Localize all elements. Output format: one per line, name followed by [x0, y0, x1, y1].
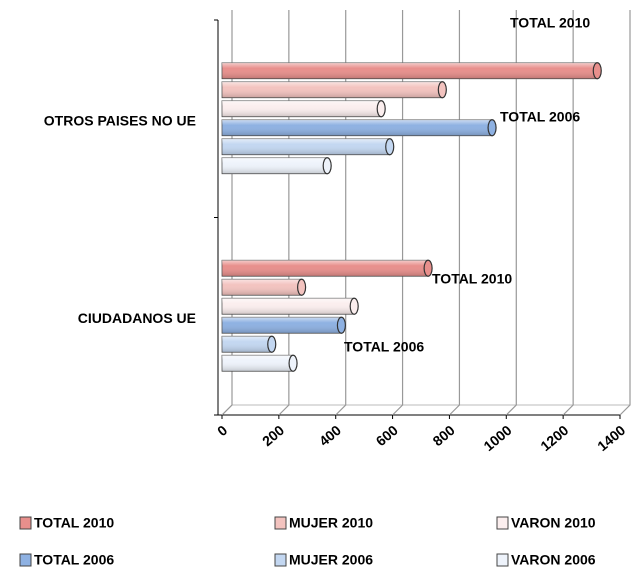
legend-swatch: [19, 553, 32, 567]
annotation: TOTAL 2010: [510, 15, 590, 31]
x-tick-label: 0: [214, 422, 230, 439]
legend-label: MUJER 2010: [289, 515, 373, 531]
legend-swatch: [274, 553, 287, 567]
bar-shade: [222, 336, 272, 353]
legend-swatch: [19, 516, 32, 530]
grid-line: [449, 10, 461, 416]
bars: [221, 62, 602, 372]
grid-line: [562, 10, 574, 416]
bar-cap: [267, 335, 277, 353]
bar-cap: [322, 157, 332, 175]
grid-line: [392, 10, 404, 416]
x-tick-label: 400: [316, 422, 344, 449]
bar-shade: [222, 298, 355, 315]
bar-shade: [222, 260, 429, 277]
x-tick-label: 800: [430, 422, 458, 449]
bar-shade: [222, 138, 390, 155]
grid-line: [505, 10, 517, 416]
x-tick-label: 1200: [537, 422, 571, 454]
grid: [214, 10, 631, 419]
bar-cap: [288, 354, 298, 372]
bar-cap: [385, 138, 395, 156]
bar-shade: [222, 317, 342, 334]
legend-label: TOTAL 2006: [34, 552, 114, 568]
legend-label: VARON 2010: [511, 515, 596, 531]
x-tick-label: 200: [259, 422, 287, 449]
legend-swatch: [496, 516, 509, 530]
legend-swatch: [496, 553, 509, 567]
bar-cap: [297, 278, 307, 296]
x-tick-label: 600: [373, 422, 401, 449]
y-tick-label: OTROS PAISES NO UE: [44, 112, 196, 128]
x-tick-label: 1000: [480, 422, 514, 454]
annotation: TOTAL 2006: [344, 339, 424, 355]
bar-cap: [437, 81, 447, 99]
bar-cap: [423, 259, 433, 277]
bar-cap: [592, 62, 602, 80]
annotation: TOTAL 2006: [500, 109, 580, 125]
bar-cap: [349, 297, 359, 315]
bar-shade: [222, 119, 493, 136]
bar-shade: [222, 100, 382, 117]
bar-shade: [222, 157, 328, 174]
bar-shade: [222, 355, 294, 372]
legend-label: VARON 2006: [511, 552, 596, 568]
legend-label: TOTAL 2010: [34, 515, 114, 531]
bar-cap: [336, 316, 346, 334]
bar-cap: [376, 100, 386, 118]
bar-shade: [222, 62, 598, 79]
y-tick-label: CIUDADANOS UE: [78, 310, 196, 326]
bar-cap: [487, 119, 497, 137]
legend-swatch: [274, 516, 287, 530]
bar-shade: [222, 279, 302, 296]
grid-line: [619, 10, 631, 416]
x-tick-label: 1400: [594, 422, 628, 454]
legend-label: MUJER 2006: [289, 552, 373, 568]
bar-shade: [222, 81, 443, 98]
annotation: TOTAL 2010: [432, 271, 512, 287]
